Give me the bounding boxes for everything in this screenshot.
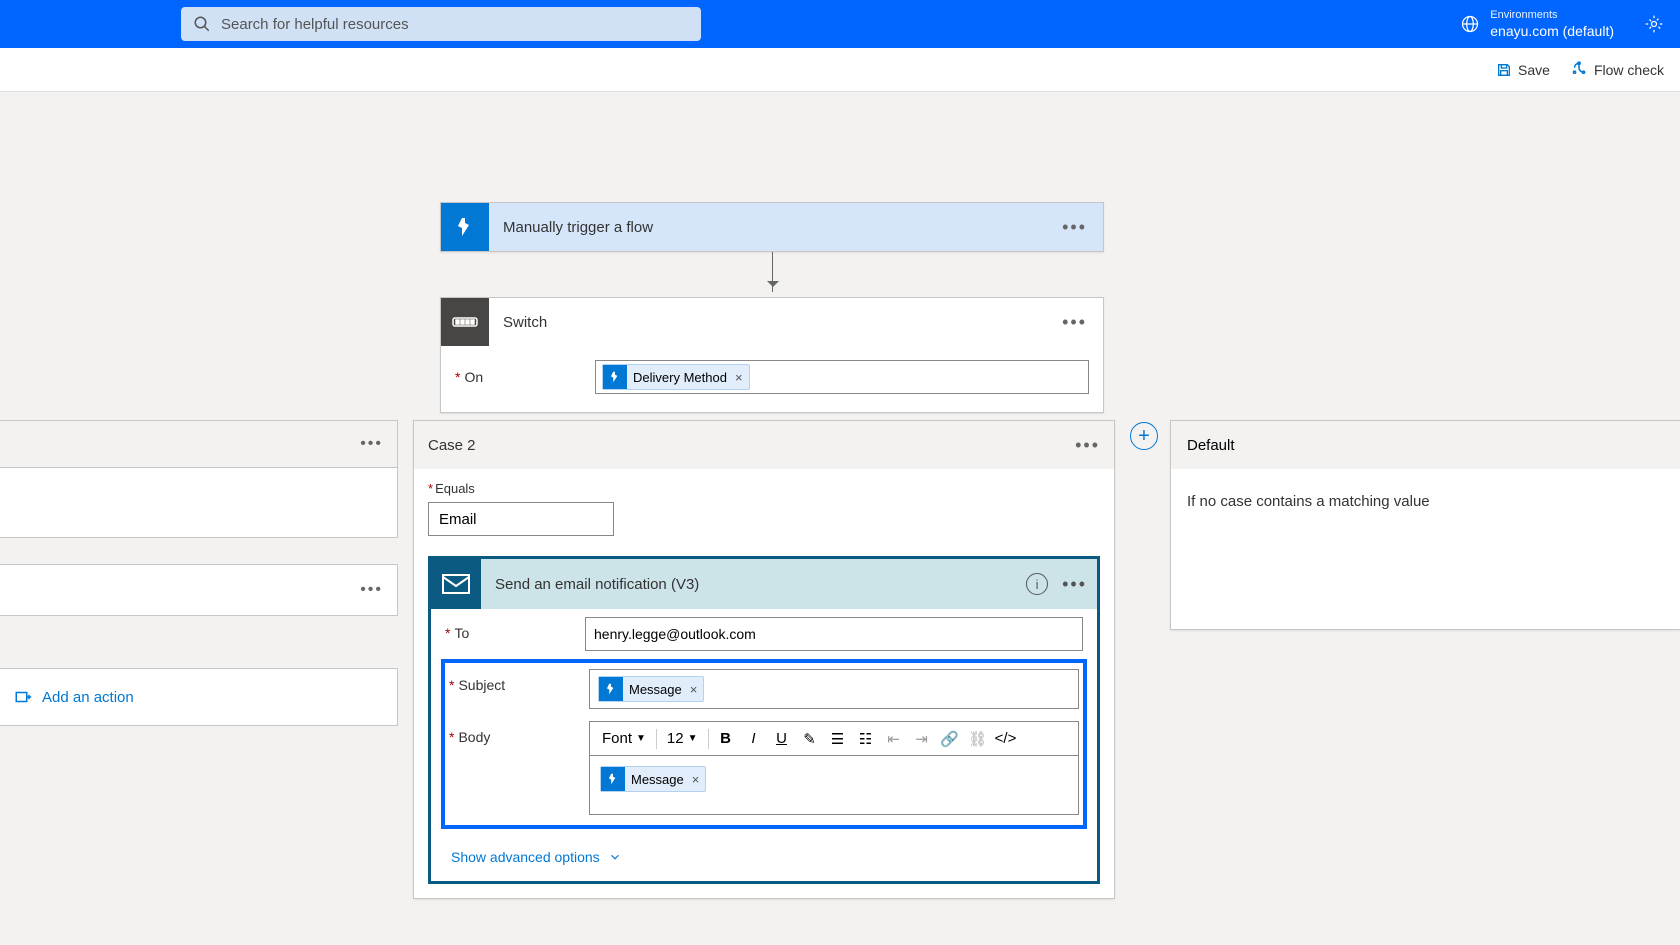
bullet-list-icon[interactable]: ☰ [825,726,851,752]
color-icon[interactable]: ✎ [797,726,823,752]
email-action-card: Send an email notification (V3) i ••• To… [428,556,1100,884]
env-label: Environments [1490,8,1614,22]
font-select[interactable]: Font ▼ [596,730,652,747]
token-remove-icon[interactable]: × [735,370,743,385]
search-icon [193,15,211,33]
number-list-icon[interactable]: ☷ [853,726,879,752]
unlink-icon[interactable]: ⛓ [965,726,991,752]
info-icon[interactable]: i [1026,573,1048,595]
italic-icon[interactable]: I [741,726,767,752]
connector-arrow [772,252,773,292]
switch-menu[interactable]: ••• [1058,308,1091,337]
equals-label: Equals [428,481,1100,496]
body-input[interactable]: Message × [589,755,1079,815]
gear-icon[interactable] [1644,14,1664,34]
to-input[interactable]: henry.legge@outlook.com [585,617,1083,651]
case1-action-menu[interactable]: ••• [360,581,383,599]
chevron-down-icon [608,850,622,864]
add-action-button[interactable]: Add an action [0,668,398,726]
flow-canvas: Manually trigger a flow ••• Switch ••• O… [0,92,1680,110]
body-label: Body [449,721,589,745]
token-remove-icon[interactable]: × [690,682,698,697]
email-action-title: Send an email notification (V3) [495,576,1026,593]
token-remove-icon[interactable]: × [692,772,700,787]
add-action-icon [14,688,32,706]
mail-icon [431,559,481,609]
trigger-icon [441,203,489,251]
case2-card: Case 2 ••• Equals Send an email notifica… [413,420,1115,899]
default-text: If no case contains a matching value [1171,469,1680,629]
trigger-card[interactable]: Manually trigger a flow ••• [440,202,1104,252]
switch-on-label: On [455,369,595,385]
to-label: To [445,617,585,641]
code-icon[interactable]: </> [993,726,1019,752]
trigger-title: Manually trigger a flow [503,219,1058,236]
case2-menu[interactable]: ••• [1075,435,1100,456]
env-value: enayu.com (default) [1490,22,1614,40]
globe-icon [1460,14,1480,34]
link-icon[interactable]: 🔗 [937,726,963,752]
message-token[interactable]: Message × [598,676,704,702]
environment-selector[interactable]: Environments enayu.com (default) [1460,8,1664,40]
case1-menu[interactable]: ••• [360,435,383,453]
indent-icon[interactable]: ⇥ [909,726,935,752]
delivery-method-token[interactable]: Delivery Method × [602,364,750,390]
case1-card: ••• ••• Add an action [0,420,398,726]
switch-icon [441,298,489,346]
switch-on-input[interactable]: Delivery Method × [595,360,1089,394]
save-icon [1496,62,1512,78]
save-button[interactable]: Save [1496,62,1550,78]
show-advanced-link[interactable]: Show advanced options [431,839,1097,881]
subject-input[interactable]: Message × [589,669,1079,709]
search-input[interactable]: Search for helpful resources [181,7,701,41]
font-size-select[interactable]: 12 ▼ [661,730,704,747]
switch-card[interactable]: Switch ••• On Delivery Method × [440,297,1104,413]
toolbar: Save Flow check [0,48,1680,92]
default-title: Default [1171,421,1680,469]
case2-title: Case 2 [428,437,1075,454]
bold-icon[interactable]: B [713,726,739,752]
trigger-menu[interactable]: ••• [1058,213,1091,242]
default-card: Default If no case contains a matching v… [1170,420,1680,630]
underline-icon[interactable]: U [769,726,795,752]
equals-input[interactable] [428,502,614,536]
switch-title: Switch [503,314,1058,331]
search-placeholder: Search for helpful resources [221,16,409,33]
add-case-button[interactable]: + [1130,422,1158,450]
flow-check-icon [1570,61,1588,79]
rte-toolbar: Font ▼ 12 ▼ B I U ✎ ☰ ☷ ⇤ ⇥ 🔗 [589,721,1079,755]
outdent-icon[interactable]: ⇤ [881,726,907,752]
flow-check-button[interactable]: Flow check [1570,61,1664,79]
email-action-menu[interactable]: ••• [1062,574,1087,595]
message-token[interactable]: Message × [600,766,706,792]
top-header: Search for helpful resources Environment… [0,0,1680,48]
subject-label: Subject [449,669,589,693]
